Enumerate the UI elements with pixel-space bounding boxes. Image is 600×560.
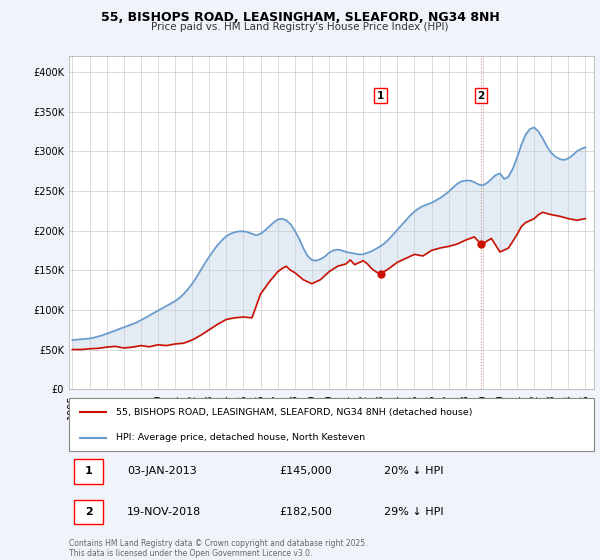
Text: Contains HM Land Registry data © Crown copyright and database right 2025.
This d: Contains HM Land Registry data © Crown c… — [69, 539, 367, 558]
Text: 55, BISHOPS ROAD, LEASINGHAM, SLEAFORD, NG34 8NH (detached house): 55, BISHOPS ROAD, LEASINGHAM, SLEAFORD, … — [116, 408, 473, 417]
FancyBboxPatch shape — [69, 398, 594, 451]
Text: 1: 1 — [85, 466, 92, 477]
Text: HPI: Average price, detached house, North Kesteven: HPI: Average price, detached house, Nort… — [116, 433, 365, 442]
Text: 19-NOV-2018: 19-NOV-2018 — [127, 507, 201, 517]
Text: Price paid vs. HM Land Registry's House Price Index (HPI): Price paid vs. HM Land Registry's House … — [151, 22, 449, 32]
Text: 29% ↓ HPI: 29% ↓ HPI — [384, 507, 443, 517]
FancyBboxPatch shape — [74, 500, 103, 524]
Text: £182,500: £182,500 — [279, 507, 332, 517]
Text: 20% ↓ HPI: 20% ↓ HPI — [384, 466, 443, 477]
FancyBboxPatch shape — [74, 459, 103, 484]
Text: 1: 1 — [377, 91, 384, 101]
Text: £145,000: £145,000 — [279, 466, 332, 477]
Text: 2: 2 — [85, 507, 92, 517]
Text: 03-JAN-2013: 03-JAN-2013 — [127, 466, 197, 477]
Text: 55, BISHOPS ROAD, LEASINGHAM, SLEAFORD, NG34 8NH: 55, BISHOPS ROAD, LEASINGHAM, SLEAFORD, … — [101, 11, 499, 24]
Text: 2: 2 — [478, 91, 485, 101]
